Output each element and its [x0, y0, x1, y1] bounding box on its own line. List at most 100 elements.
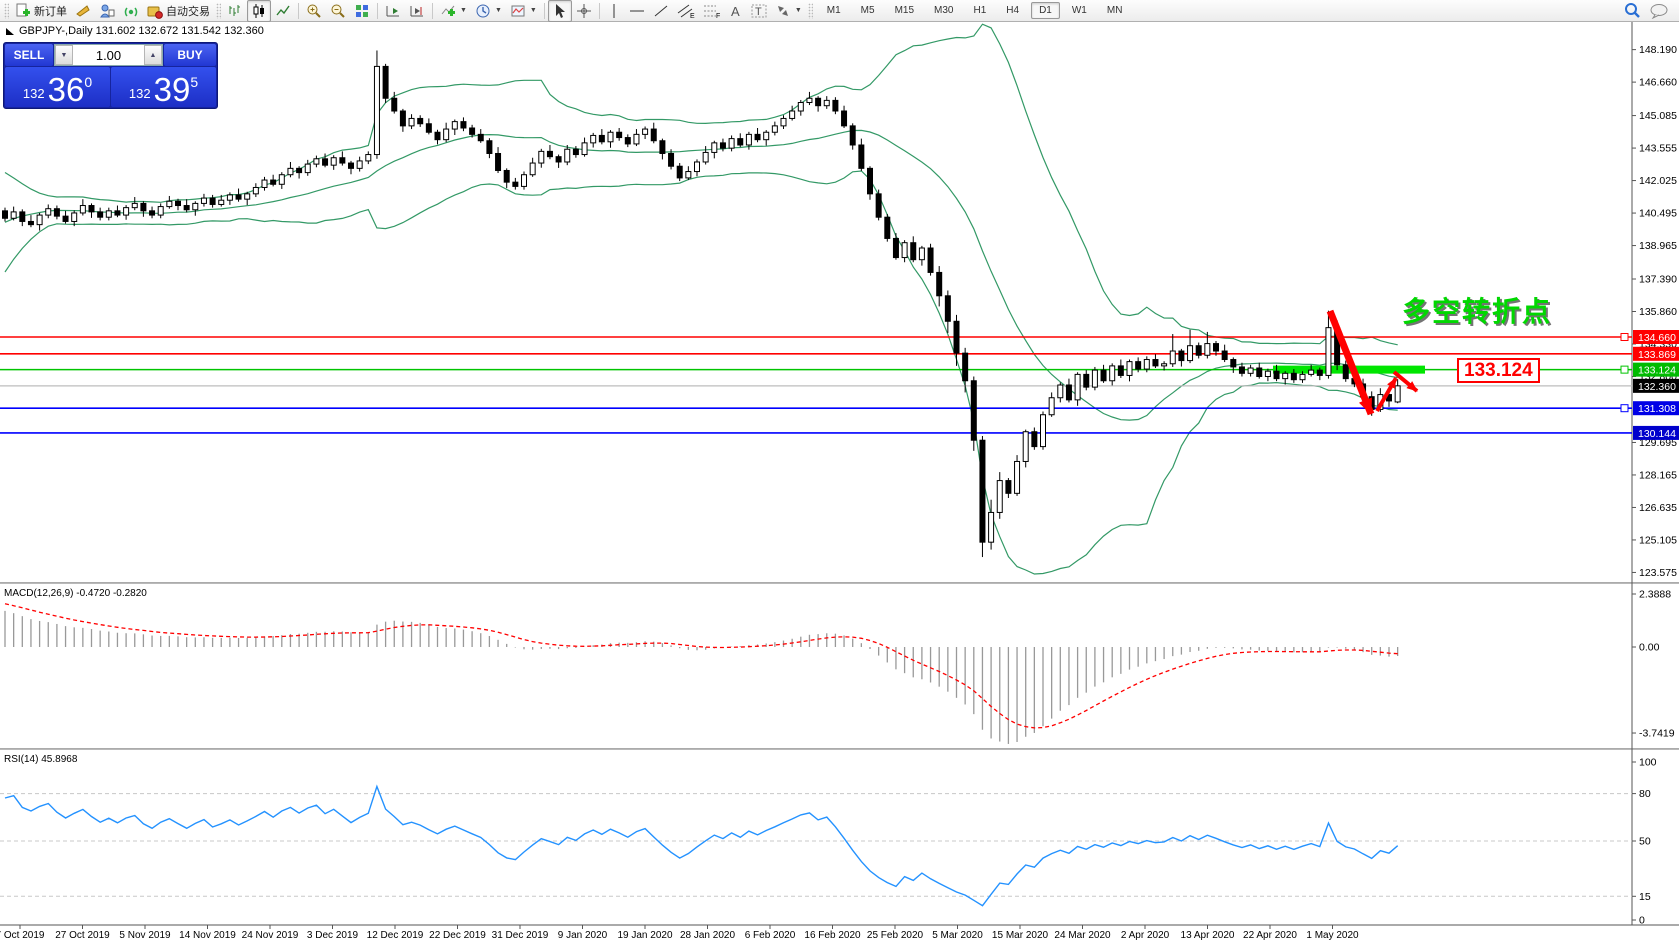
line-handle-131.308[interactable]: [1620, 404, 1629, 413]
volume-spinner: ▼ 1.00 ▲: [54, 44, 163, 66]
vertical-line-button[interactable]: [603, 0, 625, 22]
signals-button[interactable]: [119, 0, 143, 22]
support-zone-bar[interactable]: [1273, 365, 1425, 374]
line-handle-134.660[interactable]: [1620, 333, 1629, 341]
candlestick-chart-icon: [253, 3, 264, 18]
trend-arrows[interactable]: [1326, 309, 1419, 416]
profile-icon: [76, 4, 90, 17]
timeframe-button-D1[interactable]: D1: [1031, 2, 1060, 19]
toolbar-grip[interactable]: [807, 2, 813, 19]
timeframe-button-M1[interactable]: M1: [826, 5, 841, 16]
macd-indicator-label: MACD(12,26,9) -0.4720 -0.2820: [4, 588, 147, 599]
line-chart-button[interactable]: [271, 0, 295, 22]
text-button[interactable]: A: [725, 0, 747, 22]
timeframe-button-M15[interactable]: M15: [894, 5, 915, 16]
cursor-button[interactable]: [547, 0, 572, 22]
new-order-icon: [16, 3, 30, 16]
horizontal-line-button[interactable]: [625, 0, 649, 22]
rsi-pane: [0, 784, 1632, 907]
bollinger-lower-band: [4, 170, 1398, 575]
date-tick-label: 13 Apr 2020: [1181, 930, 1235, 941]
rsi-axis-label: 15: [1639, 891, 1651, 903]
market-watch-button[interactable]: [95, 0, 119, 22]
toolbar-grip[interactable]: [4, 2, 9, 19]
time-axis: 7 Oct 2019 27 Oct 2019 5 Nov 2019 14 Nov 20…: [0, 925, 1359, 941]
search-icon[interactable]: [1624, 2, 1641, 19]
price-tick-label: 143.555: [1639, 143, 1677, 155]
date-tick-label: 22 Apr 2020: [1243, 930, 1297, 941]
sell-price[interactable]: 132 36 0: [5, 67, 110, 107]
date-tick-label: 14 Nov 2019: [179, 930, 236, 941]
price-tick-label: 142.025: [1639, 175, 1677, 187]
toolbar-grip[interactable]: [216, 2, 221, 19]
svg-text:E: E: [690, 13, 695, 19]
new-order-button[interactable]: 新订单: [11, 0, 71, 22]
svg-text:F: F: [716, 13, 720, 19]
timeframe-button-H1[interactable]: H1: [973, 5, 987, 16]
timeframe-button-MN[interactable]: MN: [1106, 5, 1123, 16]
price-tick-label: 126.635: [1639, 502, 1677, 514]
macd-histogram: [4, 610, 1399, 744]
profile-button[interactable]: [71, 0, 95, 22]
date-tick-label: 9 Jan 2020: [558, 930, 608, 941]
main-price-pane: [0, 23, 1632, 575]
price-badge-133.124: 133.124: [1633, 362, 1679, 377]
templates-button[interactable]: ▼: [506, 0, 541, 22]
trend-arrow-2[interactable]: [1375, 377, 1398, 412]
bar-chart-icon: [229, 4, 240, 16]
date-tick-label: 24 Nov 2019: [242, 930, 299, 941]
date-tick-label: 1 May 2020: [1306, 930, 1359, 941]
timeframe-button-M30[interactable]: M30: [934, 5, 954, 16]
trend-arrow-1[interactable]: [1326, 309, 1375, 416]
text-label-button[interactable]: T: [747, 0, 771, 22]
chat-icon[interactable]: [1649, 3, 1669, 19]
signals-icon: [124, 7, 138, 16]
timeframe-button-M5[interactable]: M5: [860, 5, 875, 16]
timeframe-bar: M1 M5 M15 M30 H1 H4 D1 W1 MN: [819, 2, 1131, 19]
price-tick-label: 137.390: [1639, 274, 1677, 286]
fibonacci-button[interactable]: F: [699, 0, 725, 22]
zoom-out-button[interactable]: [326, 0, 350, 22]
arrows-button[interactable]: ▼: [771, 0, 806, 22]
turning-point-annotation[interactable]: 多空转折点: [1402, 296, 1553, 327]
tile-windows-button[interactable]: [350, 0, 374, 22]
buy-price[interactable]: 132 39 5: [111, 67, 216, 107]
crosshair-button[interactable]: [572, 0, 596, 22]
auto-scroll-button[interactable]: [381, 0, 405, 22]
buy-button[interactable]: BUY: [164, 44, 216, 66]
auto-trading-button[interactable]: 自动交易: [143, 0, 214, 22]
equidistant-channel-button[interactable]: E: [673, 0, 699, 22]
zoom-in-button[interactable]: [302, 0, 326, 22]
indicators-button[interactable]: ▼: [436, 0, 471, 22]
horizontal-line-icon: [629, 10, 644, 11]
auto-trading-icon: [147, 6, 163, 19]
candlesticks: [2, 50, 1401, 558]
line-handle-133.124[interactable]: [1620, 365, 1629, 374]
date-tick-label: 7 Oct 2019: [0, 930, 45, 941]
chart-shift-button[interactable]: [405, 0, 429, 22]
cursor-icon: [555, 3, 565, 18]
bar-chart-button[interactable]: [223, 0, 247, 22]
volume-increase-button[interactable]: ▲: [144, 45, 162, 65]
symbol-marker-icon: [6, 27, 14, 35]
arrows-icon: [777, 5, 788, 16]
rsi-line: [4, 784, 1399, 907]
date-tick-label: 12 Dec 2019: [367, 930, 424, 941]
symbol-ohlc-line: GBPJPY-,Daily 131.602 132.672 131.542 13…: [6, 25, 264, 37]
volume-input[interactable]: 1.00: [95, 47, 122, 63]
timeframe-button-W1[interactable]: W1: [1071, 5, 1087, 16]
sell-button[interactable]: SELL: [5, 44, 53, 66]
volume-decrease-button[interactable]: ▼: [55, 45, 73, 65]
price-level-callout[interactable]: 133.124: [1457, 358, 1540, 383]
timeframe-button-H4[interactable]: H4: [1006, 5, 1020, 16]
price-tick-label: 128.165: [1639, 469, 1677, 481]
trendline-button[interactable]: [649, 0, 673, 22]
periods-button[interactable]: ▼: [471, 0, 506, 22]
price-badge-133.869: 133.869: [1633, 346, 1679, 361]
trend-arrow-3[interactable]: [1392, 370, 1419, 393]
fibonacci-icon: F: [703, 5, 720, 19]
candlestick-chart-button[interactable]: [247, 0, 271, 22]
price-badge-131.308: 131.308: [1633, 401, 1679, 416]
